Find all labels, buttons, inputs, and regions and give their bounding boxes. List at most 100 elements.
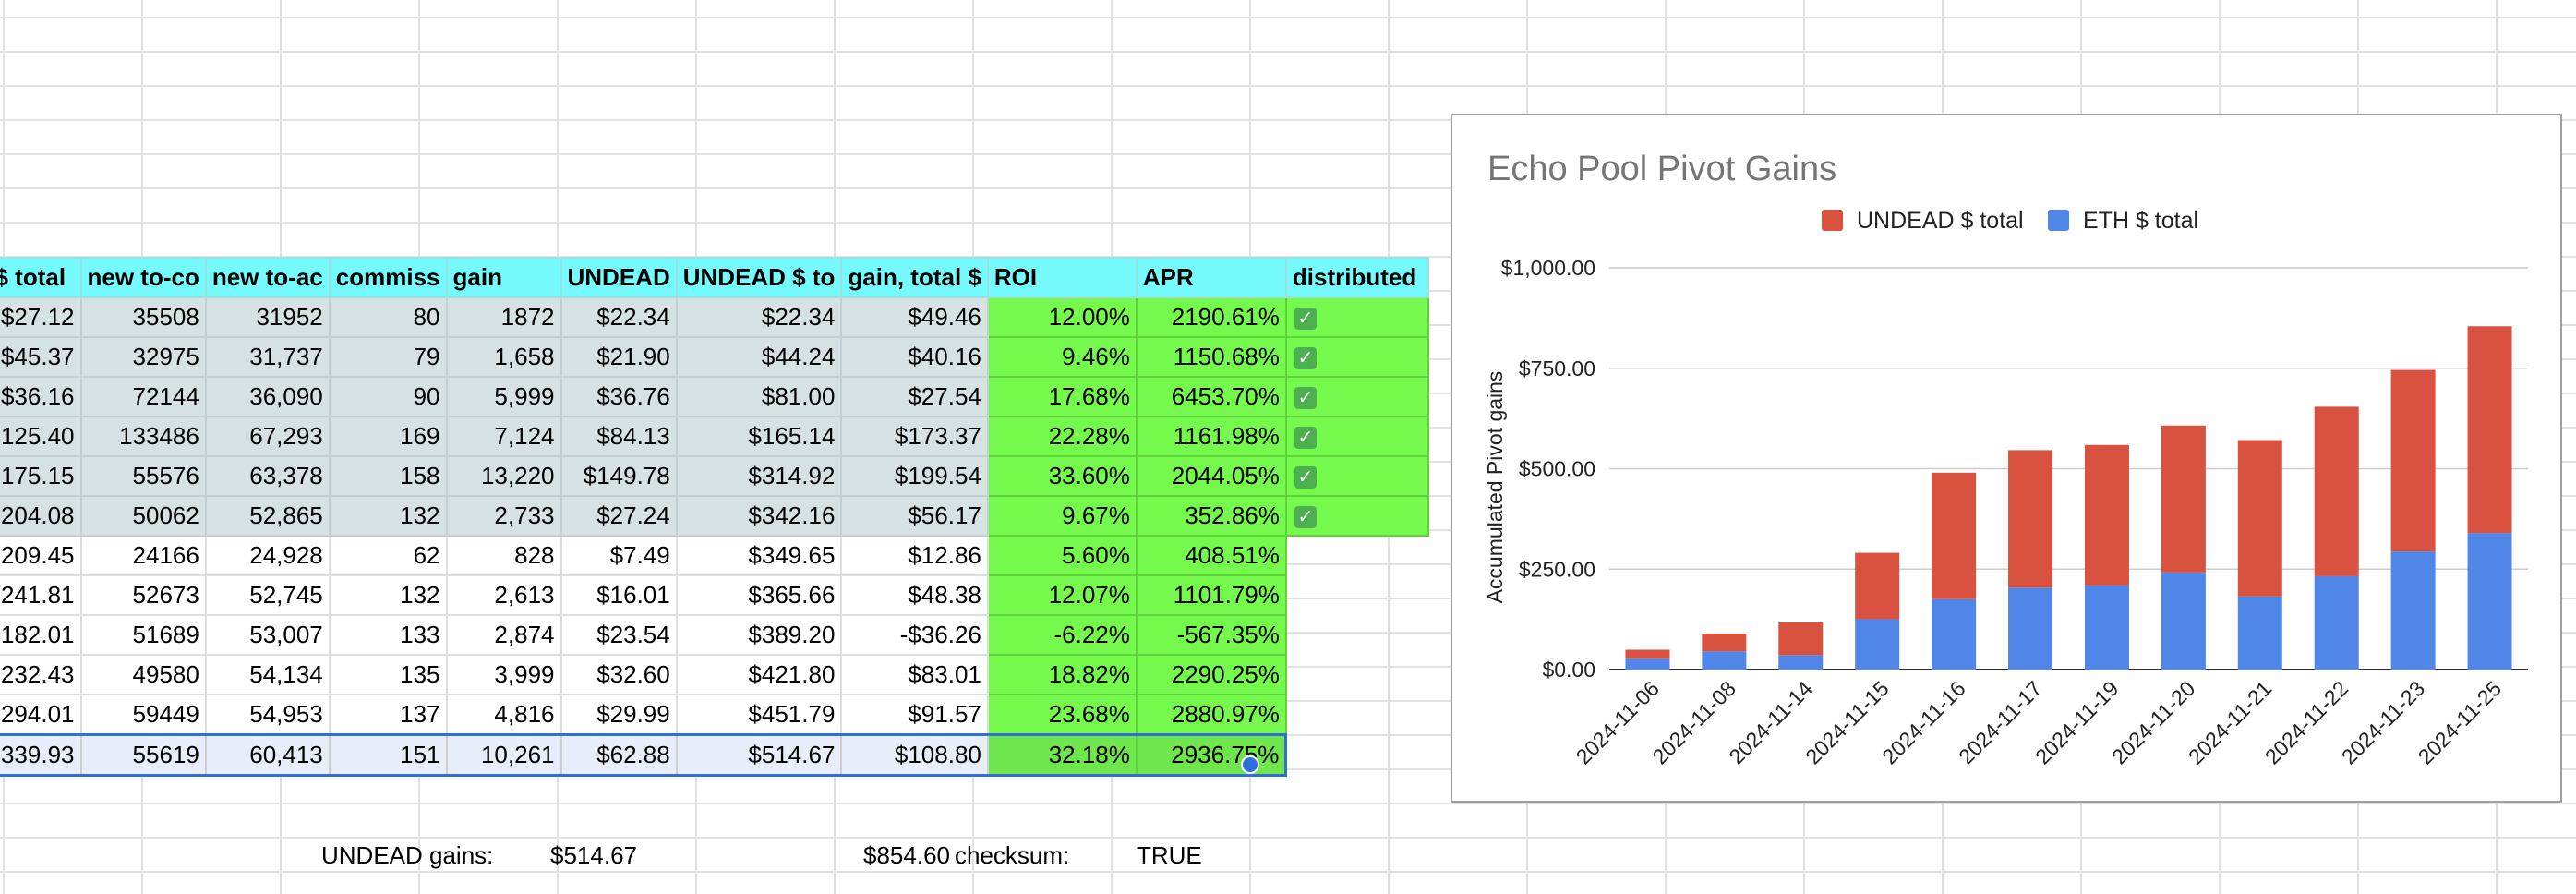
table-cell[interactable]: $22.34 <box>560 296 678 338</box>
table-cell[interactable]: $199.54 <box>840 455 989 497</box>
table-cell[interactable]: ✓ <box>1284 296 1429 338</box>
column-header[interactable]: UNDEAD <box>560 257 678 298</box>
table-cell[interactable]: 24,928 <box>204 535 331 576</box>
table-cell[interactable]: 22.28% <box>986 416 1138 457</box>
table-cell[interactable]: $165.14 <box>675 416 843 457</box>
table-cell[interactable]: 1101.79% <box>1135 574 1287 616</box>
table-cell[interactable]: 23.68% <box>986 694 1138 736</box>
table-cell[interactable]: 63,378 <box>204 455 331 497</box>
table-cell[interactable]: 408.51% <box>1135 535 1287 576</box>
table-cell[interactable]: 59449 <box>79 694 207 736</box>
table-cell[interactable]: ✓ <box>1284 376 1429 417</box>
table-cell[interactable]: 90 <box>328 376 448 417</box>
table-cell[interactable]: 7,124 <box>445 416 562 457</box>
table-cell[interactable]: 5,999 <box>445 376 562 417</box>
table-cell[interactable]: 18.82% <box>986 654 1138 695</box>
table-cell[interactable]: 1,658 <box>445 336 562 378</box>
table-cell[interactable]: 151 <box>328 733 448 777</box>
table-cell[interactable]: 60,413 <box>204 733 331 777</box>
table-cell[interactable]: 52,745 <box>204 574 331 616</box>
table-cell[interactable]: 2,613 <box>445 574 562 616</box>
table-cell[interactable]: $32.60 <box>560 654 678 695</box>
table-cell[interactable]: $40.16 <box>840 336 989 378</box>
table-cell[interactable]: 13,220 <box>445 455 562 497</box>
selection-fill-handle[interactable] <box>1241 755 1259 774</box>
table-cell[interactable]: 53,007 <box>204 614 331 656</box>
table-cell[interactable]: 232.43 <box>0 654 82 695</box>
chart-panel[interactable]: Echo Pool Pivot Gains UNDEAD $ total ETH $… <box>1451 114 2562 803</box>
table-cell[interactable]: $27.12 <box>0 296 82 338</box>
table-cell[interactable]: 182.01 <box>0 614 82 656</box>
table-cell[interactable]: 132 <box>328 574 448 616</box>
table-cell[interactable]: 135 <box>328 654 448 695</box>
table-cell[interactable]: 32975 <box>79 336 207 378</box>
table-cell[interactable]: 33.60% <box>986 455 1138 497</box>
table-cell[interactable]: 1150.68% <box>1135 336 1287 378</box>
table-cell[interactable]: $27.24 <box>560 495 678 537</box>
table-cell[interactable]: 17.68% <box>986 376 1138 417</box>
table-cell[interactable]: -567.35% <box>1135 614 1287 656</box>
table-cell[interactable]: 2880.97% <box>1135 694 1287 736</box>
table-cell[interactable]: 12.00% <box>986 296 1138 338</box>
table-cell[interactable]: 204.08 <box>0 495 82 537</box>
table-cell[interactable]: 2,733 <box>445 495 562 537</box>
table-cell[interactable]: $16.01 <box>560 574 678 616</box>
table-cell[interactable]: 62 <box>328 535 448 576</box>
table-cell[interactable]: 133 <box>328 614 448 656</box>
table-cell[interactable]: 9.67% <box>986 495 1138 537</box>
table-cell[interactable]: 2044.05% <box>1135 455 1287 497</box>
table-cell[interactable]: $56.17 <box>840 495 989 537</box>
column-header[interactable]: ROI <box>986 257 1138 298</box>
table-cell[interactable]: 24166 <box>79 535 207 576</box>
table-cell[interactable]: 50062 <box>79 495 207 537</box>
table-cell[interactable]: $7.49 <box>560 535 678 576</box>
table-cell[interactable] <box>1284 575 1428 615</box>
column-header[interactable]: distributed <box>1284 257 1429 298</box>
table-cell[interactable]: 828 <box>445 535 562 576</box>
table-cell[interactable]: 49580 <box>79 654 207 695</box>
table-cell[interactable]: $84.13 <box>560 416 678 457</box>
table-cell[interactable]: $27.54 <box>840 376 989 417</box>
table-cell[interactable]: 3,999 <box>445 654 562 695</box>
column-header[interactable]: new to-ac <box>204 257 331 298</box>
checksum-value[interactable]: TRUE <box>1137 841 1202 869</box>
table-cell[interactable]: $342.16 <box>675 495 843 537</box>
table-cell[interactable]: 352.86% <box>1135 495 1287 537</box>
table-cell[interactable]: ✓ <box>1284 416 1429 457</box>
table-cell[interactable]: 52673 <box>79 574 207 616</box>
column-header[interactable]: APR <box>1135 257 1287 298</box>
table-cell[interactable]: 31952 <box>204 296 331 338</box>
column-header[interactable]: commiss <box>328 257 448 298</box>
table-cell[interactable]: 31,737 <box>204 336 331 378</box>
column-header[interactable]: gain <box>445 257 562 298</box>
table-cell[interactable]: 9.46% <box>986 336 1138 378</box>
table-cell[interactable]: $23.54 <box>560 614 678 656</box>
table-cell[interactable]: $81.00 <box>675 376 843 417</box>
table-cell[interactable]: $108.80 <box>840 733 989 777</box>
table-cell[interactable] <box>1284 615 1428 655</box>
table-cell[interactable]: 169 <box>328 416 448 457</box>
table-cell[interactable]: 294.01 <box>0 694 82 736</box>
table-cell[interactable]: 10,261 <box>445 733 562 777</box>
table-cell[interactable]: -6.22% <box>986 614 1138 656</box>
table-cell[interactable]: 2190.61% <box>1135 296 1287 338</box>
table-cell[interactable]: 132 <box>328 495 448 537</box>
total-gains-value[interactable]: $854.60 <box>863 841 950 869</box>
table-cell[interactable]: ✓ <box>1284 336 1429 378</box>
column-header[interactable]: $ total <box>0 257 82 298</box>
table-cell[interactable]: 80 <box>328 296 448 338</box>
table-cell[interactable] <box>1284 536 1428 575</box>
table-cell[interactable] <box>1284 695 1428 735</box>
table-cell[interactable]: 72144 <box>79 376 207 417</box>
table-cell[interactable]: 137 <box>328 694 448 736</box>
table-cell[interactable]: 67,293 <box>204 416 331 457</box>
table-cell[interactable]: $451.79 <box>675 694 843 736</box>
table-cell[interactable]: $12.86 <box>840 535 989 576</box>
table-cell[interactable]: 339.93 <box>0 733 82 777</box>
table-cell[interactable]: $36.76 <box>560 376 678 417</box>
table-cell[interactable]: 2936.75% <box>1135 733 1288 777</box>
table-cell[interactable]: 6453.70% <box>1135 376 1287 417</box>
table-cell[interactable]: ✓ <box>1284 455 1429 497</box>
table-cell[interactable]: $421.80 <box>675 654 843 695</box>
table-cell[interactable]: $365.66 <box>675 574 843 616</box>
